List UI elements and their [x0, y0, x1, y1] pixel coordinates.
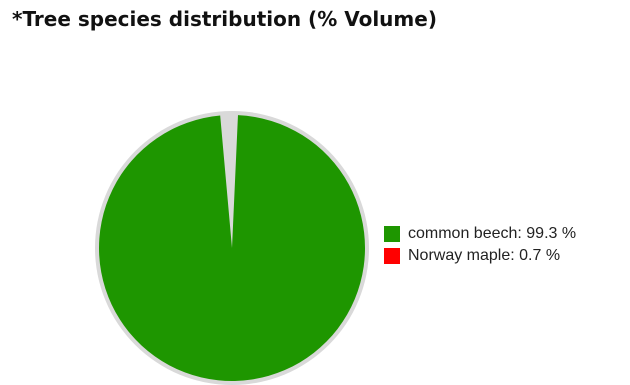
legend-item-common-beech: common beech: 99.3 %: [384, 223, 576, 245]
legend-item-norway-maple: Norway maple: 0.7 %: [384, 245, 576, 267]
legend: common beech: 99.3 % Norway maple: 0.7 %: [384, 223, 576, 267]
legend-swatch-norway-maple: [384, 248, 400, 264]
pie-slice-common-beech: [99, 115, 366, 382]
chart-title: *Tree species distribution (% Volume): [12, 7, 437, 31]
legend-label-norway-maple: Norway maple: 0.7 %: [408, 247, 561, 264]
legend-label-common-beech: common beech: 99.3 %: [408, 225, 577, 242]
legend-swatch-common-beech: [384, 226, 400, 242]
